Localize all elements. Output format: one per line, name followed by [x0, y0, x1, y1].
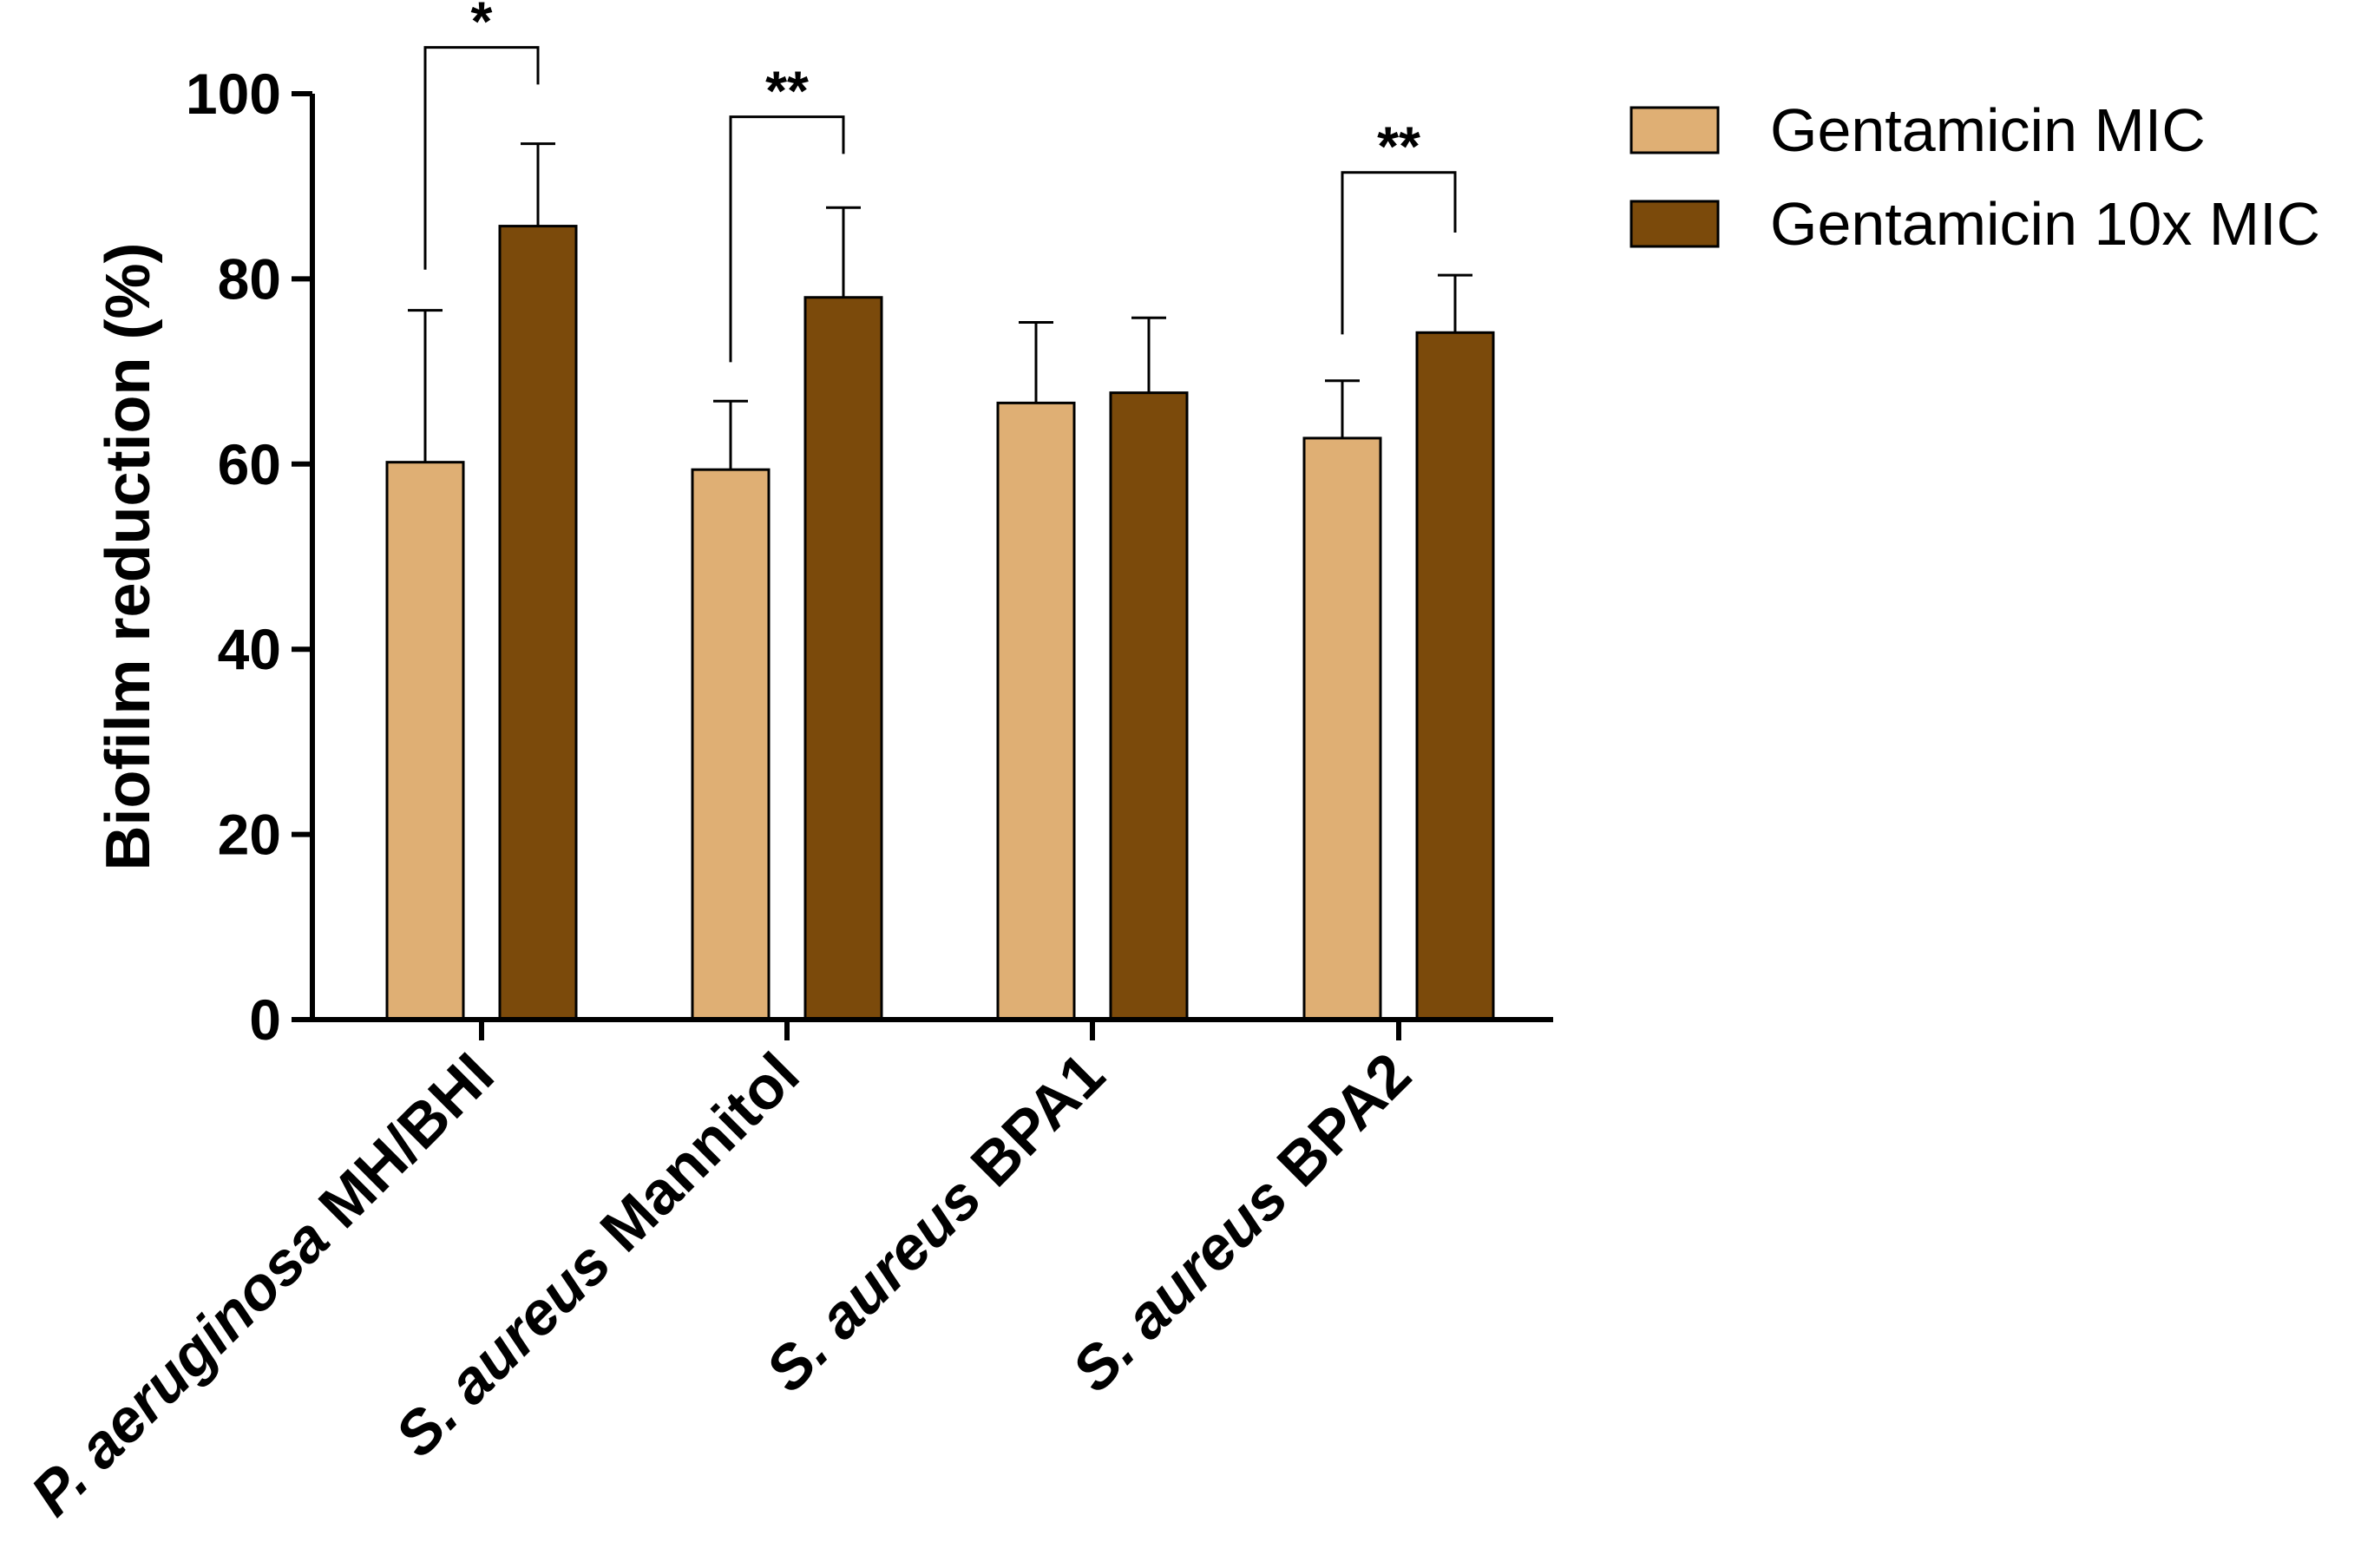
legend-label-0: Gentamicin MIC — [1770, 96, 2206, 164]
legend-swatch-1 — [1630, 200, 1720, 248]
bar-series0-cat2 — [996, 401, 1076, 1021]
bar-series0-cat1 — [691, 468, 771, 1021]
category-condition-3: BPA2 — [1252, 1040, 1423, 1210]
bar-series1-cat1 — [803, 296, 883, 1021]
significance-bracket-1 — [729, 115, 845, 363]
significance-label-0: * — [471, 0, 493, 53]
bar-series0-cat3 — [1302, 436, 1382, 1021]
bar-series0-cat0 — [385, 461, 465, 1021]
y-tick-label-1: 20 — [218, 803, 281, 867]
legend-swatch-0 — [1630, 106, 1720, 154]
significance-bracket-0 — [423, 46, 540, 270]
significance-label-2: ** — [1377, 115, 1420, 178]
bar-series1-cat3 — [1415, 331, 1495, 1021]
category-condition-0: MH/BHI — [294, 1040, 507, 1252]
y-axis-title: Biofilm reduction (%) — [94, 243, 163, 871]
bar-series1-cat2 — [1109, 391, 1189, 1021]
bar-series1-cat0 — [498, 225, 578, 1021]
significance-bracket-2 — [1341, 171, 1457, 335]
category-species-3: S. aureus — [1059, 1164, 1300, 1405]
legend-label-1: Gentamicin 10x MIC — [1770, 190, 2320, 258]
y-tick-label-2: 40 — [218, 617, 281, 681]
y-tick-label-5: 100 — [186, 62, 281, 126]
y-tick-label-4: 80 — [218, 246, 281, 311]
category-species-2: S. aureus — [752, 1164, 994, 1405]
category-condition-2: BPA1 — [946, 1040, 1117, 1210]
category-species-1: S. aureus — [382, 1229, 623, 1470]
category-species-0: P. aeruginosa — [18, 1204, 342, 1528]
y-tick-label-0: 0 — [249, 987, 281, 1052]
y-tick-label-3: 60 — [218, 432, 281, 496]
x-category-label-2: S. aureus BPA1 — [752, 1040, 1117, 1404]
category-condition-1: Mannitol — [575, 1040, 811, 1276]
significance-label-1: ** — [765, 60, 809, 122]
x-category-label-3: S. aureus BPA2 — [1059, 1040, 1423, 1404]
